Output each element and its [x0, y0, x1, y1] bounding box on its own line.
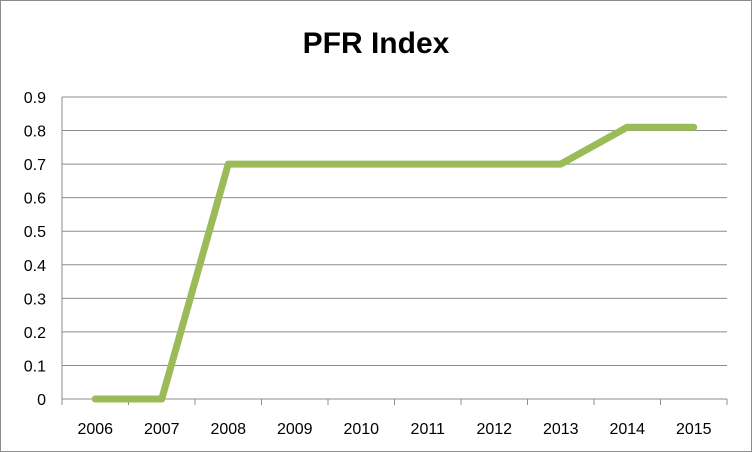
x-tick-label: 2011: [411, 421, 446, 438]
series-line: [91, 123, 698, 403]
y-tick-label: 0.4: [24, 258, 46, 275]
x-tick-label: 2007: [144, 421, 180, 438]
x-tick-label: 2006: [77, 421, 113, 438]
y-tick-label: 0.9: [24, 90, 46, 107]
y-tick-label: 0.7: [24, 157, 46, 174]
y-tick-label: 0.2: [24, 325, 46, 342]
y-tick-label: 0: [37, 392, 46, 409]
x-tick-label: 2008: [210, 421, 246, 438]
x-tick-label: 2013: [543, 421, 579, 438]
y-tick-label: 0.3: [24, 291, 46, 308]
x-tick-label: 2014: [609, 421, 645, 438]
chart-title: PFR Index: [302, 27, 450, 60]
x-tick-label: 2010: [343, 421, 379, 438]
x-tick-label: 2009: [277, 421, 313, 438]
y-tick-label: 0.5: [24, 224, 46, 241]
x-tick-label: 2012: [476, 421, 512, 438]
y-tick-label: 0.6: [24, 191, 46, 208]
x-tick-label: 2015: [676, 421, 712, 438]
y-tick-label: 0.1: [24, 358, 46, 375]
y-tick-label: 0.8: [24, 124, 46, 141]
